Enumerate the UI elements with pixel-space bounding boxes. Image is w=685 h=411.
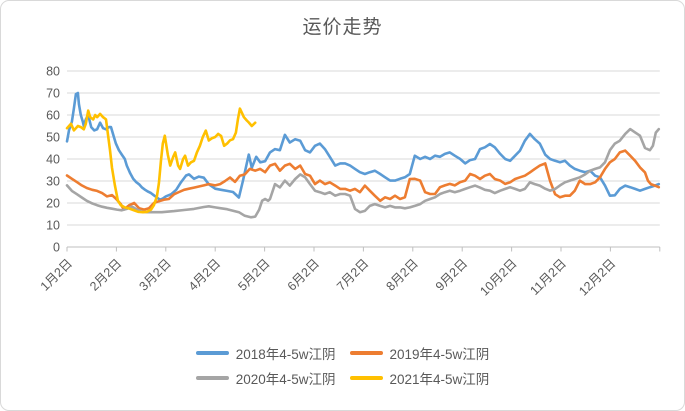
legend-label-2020: 2020年4-5w江阴: [235, 372, 336, 387]
svg-text:6月2日: 6月2日: [285, 256, 322, 293]
svg-text:1月2日: 1月2日: [38, 256, 75, 293]
legend-row-1: 2018年4-5w江阴 2019年4-5w江阴: [195, 343, 490, 363]
svg-text:0: 0: [53, 241, 60, 255]
svg-text:80: 80: [46, 65, 60, 79]
legend-line-swatch-icon: [349, 376, 383, 380]
svg-text:30: 30: [46, 175, 60, 189]
svg-text:10月2日: 10月2日: [477, 256, 519, 298]
svg-text:8月2日: 8月2日: [384, 256, 421, 293]
svg-text:10: 10: [46, 219, 60, 233]
legend-label-2018: 2018年4-5w江阴: [235, 347, 336, 362]
legend-item-2018: 2018年4-5w江阴: [195, 343, 336, 363]
svg-text:70: 70: [46, 87, 60, 101]
legend-row-2: 2020年4-5w江阴 2021年4-5w江阴: [195, 368, 490, 388]
svg-text:9月2日: 9月2日: [433, 256, 470, 293]
legend-label-2019: 2019年4-5w江阴: [389, 347, 490, 362]
svg-text:5月2日: 5月2日: [235, 256, 272, 293]
legend-item-2019: 2019年4-5w江阴: [349, 343, 490, 363]
chart-legend: 2018年4-5w江阴 2019年4-5w江阴 2020年4-5w江阴 2021…: [1, 343, 684, 388]
svg-text:50: 50: [46, 131, 60, 145]
chart-title: 运价走势: [302, 17, 383, 38]
svg-text:11月2日: 11月2日: [527, 256, 569, 298]
legend-label-2021: 2021年4-5w江阴: [389, 372, 490, 387]
legend-line-swatch-icon: [195, 376, 229, 380]
legend-line-swatch-icon: [195, 351, 229, 355]
svg-text:20: 20: [46, 197, 60, 211]
svg-text:7月2日: 7月2日: [334, 256, 371, 293]
svg-text:3月2日: 3月2日: [137, 256, 174, 293]
svg-text:2月2日: 2月2日: [87, 256, 124, 293]
legend-item-2021: 2021年4-5w江阴: [349, 368, 490, 388]
legend-line-swatch-icon: [349, 351, 383, 355]
svg-text:12月2日: 12月2日: [576, 256, 618, 298]
svg-text:40: 40: [46, 153, 60, 167]
legend-item-2020: 2020年4-5w江阴: [195, 368, 336, 388]
svg-text:4月2日: 4月2日: [186, 256, 223, 293]
svg-text:60: 60: [46, 109, 60, 123]
